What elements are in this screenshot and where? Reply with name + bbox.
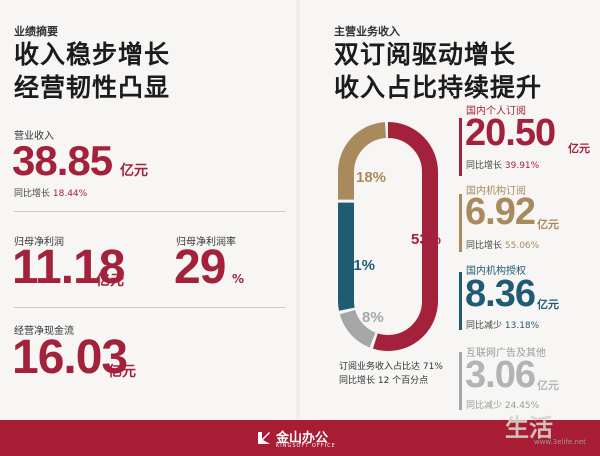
item-value: 8.36 [465,273,536,315]
accent-bar [459,118,462,176]
watermark: 生活 [505,414,553,442]
divider [14,211,286,212]
net-profit-label: 归母净利润 [14,237,64,248]
item-label: 互联网广告及其他 [466,348,546,359]
accent-bar [459,272,462,330]
section-tag: 主营业务收入 [334,25,400,38]
item-label: 国内个人订阅 [466,106,526,117]
subscription-note-1: 订阅业务收入占比达 71% [339,362,443,372]
segment-personal [338,122,438,352]
item-label: 国内机构授权 [466,266,526,277]
item-value: 6.92 [465,191,536,233]
divider [14,307,286,308]
headline-line-2: 经营韧性凸显 [14,73,171,102]
item-unit: 亿元 [568,142,590,155]
watermark-url: www.3elife.net [534,438,586,446]
revenue-yoy: 同比增长 18.44% [14,189,88,199]
kingsoft-office-logo-icon [258,432,270,444]
revenue-value: 38.85 [12,137,113,184]
item-unit: 亿元 [537,379,559,392]
accent-bar [459,352,462,410]
revenue-share-chart: 53% 18% 21% 8% [338,122,441,352]
revenue-unit: 亿元 [120,163,148,179]
slice-label-enterprise-sub: 18% [356,169,386,186]
net-profit-unit: 亿元 [96,273,124,289]
accent-bar [459,194,462,252]
footer-bar [0,420,600,456]
segment-enterprise-sub [338,122,438,352]
summary-panel: 业绩摘要 收入稳步增长 经营韧性凸显 营业收入 38.85 亿元 同比增长 18… [0,0,296,420]
item-value: 20.50 [465,112,556,154]
revenue-label: 营业收入 [14,131,54,142]
cashflow-unit: 亿元 [108,364,136,380]
item-unit: 亿元 [537,298,559,311]
item-change: 同比增长 39.91% [466,161,540,171]
item-change: 同比增长 55.06% [466,241,540,251]
headline-line-1: 收入稳步增长 [14,40,171,69]
slice-label-personal: 53% [411,231,441,248]
section-tag: 业绩摘要 [14,25,58,38]
net-margin-unit: % [232,272,245,286]
footer-logo-sub: KINGSOFT OFFICE [276,443,336,449]
slice-label-enterprise-license: 21% [345,257,375,274]
footer-logo: 金山办公 [276,431,329,446]
item-change: 同比减少 24.45% [466,401,540,411]
item-label: 国内机构订阅 [466,186,526,197]
subscription-note-2: 同比增长 12 个百分点 [339,376,429,386]
net-margin-label: 归母净利润率 [176,237,236,248]
item-unit: 亿元 [537,218,559,231]
net-profit-value: 11.18 [12,241,125,294]
headline-line-1: 双订阅驱动增长 [334,40,517,69]
headline-line-2: 收入占比持续提升 [334,73,543,102]
slice-label-ads-other: 8% [362,309,384,326]
item-change: 同比减少 13.18% [466,321,540,331]
cashflow-value: 16.03 [12,331,128,384]
net-margin-value: 29 [174,241,226,294]
business-panel: 主营业务收入 双订阅驱动增长 收入占比持续提升 53% 18% 21% 8% 订… [300,0,600,420]
item-value: 3.06 [465,354,536,396]
cashflow-label: 经营净现金流 [14,326,74,337]
